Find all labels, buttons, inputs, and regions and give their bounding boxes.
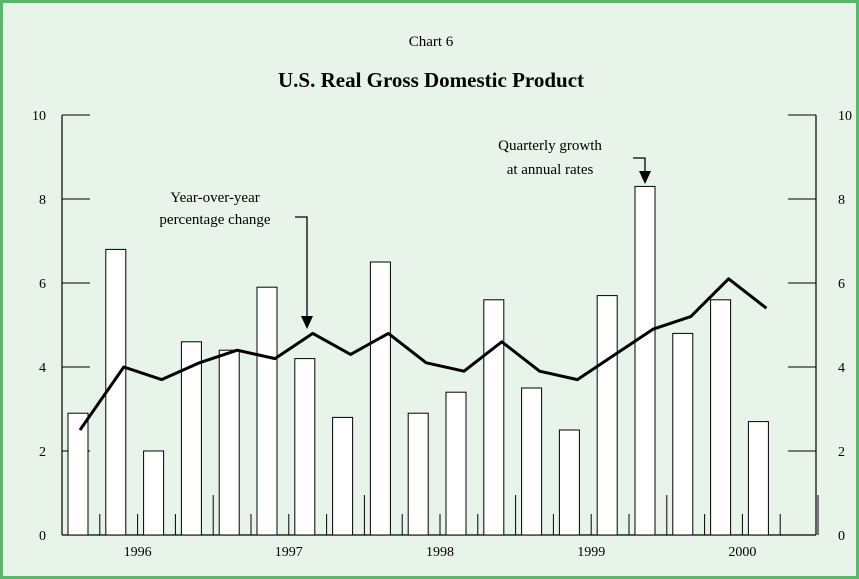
x-year-label: 1996 <box>124 545 152 560</box>
y-tick-label-left: 4 <box>39 361 46 376</box>
y-tick-label-right: 10 <box>838 109 852 124</box>
bar-annotation: Quarterly growth at annual rates <box>498 138 651 184</box>
bar <box>407 412 429 536</box>
x-year-label: 1998 <box>426 545 454 560</box>
bar <box>143 450 165 536</box>
y-tick-label-left: 6 <box>39 277 46 292</box>
line-annotation: Year-over-year percentage change <box>159 190 313 329</box>
bar-annotation-text-2: at annual rates <box>507 162 594 178</box>
bar <box>521 387 543 536</box>
bar <box>369 261 391 536</box>
y-tick-label-left: 10 <box>32 109 46 124</box>
y-tick-label-right: 0 <box>838 529 845 544</box>
y-tick-label-left: 0 <box>39 529 46 544</box>
bar <box>332 416 354 536</box>
bar-annotation-text-1: Quarterly growth <box>498 138 602 154</box>
y-tick-label-right: 4 <box>838 361 845 376</box>
y-tick-label-left: 2 <box>39 445 46 460</box>
bar <box>747 421 769 536</box>
line-annotation-text-2: percentage change <box>159 212 271 228</box>
bar <box>483 299 505 536</box>
chart-title: U.S. Real Gross Domestic Product <box>278 68 584 92</box>
bar <box>596 295 618 536</box>
x-year-label: 2000 <box>728 545 756 560</box>
x-year-label: 1997 <box>275 545 303 560</box>
bar <box>634 185 656 536</box>
line-annotation-arrowhead <box>301 316 313 329</box>
bar <box>105 248 127 536</box>
bar-annotation-leader <box>633 157 646 172</box>
bar <box>558 429 580 536</box>
axes: 0 0 2 2 4 4 6 6 8 8 10 10 1996 1997 1998 1999 2000 <box>32 109 852 560</box>
bar-series <box>67 185 769 536</box>
bar <box>218 349 240 536</box>
bar <box>294 358 316 536</box>
line-annotation-text-1: Year-over-year <box>170 190 260 206</box>
bar <box>672 332 694 536</box>
x-year-label: 1999 <box>577 545 605 560</box>
yoy-line <box>78 277 768 431</box>
y-tick-label-right: 8 <box>838 193 845 208</box>
bar <box>67 412 89 536</box>
y-tick-label-right: 2 <box>838 445 845 460</box>
bar-annotation-arrowhead <box>639 171 651 184</box>
y-tick-label-right: 6 <box>838 277 845 292</box>
y-tick-label-left: 8 <box>39 193 46 208</box>
chart-supertitle: Chart 6 <box>409 34 454 50</box>
bar <box>710 299 732 536</box>
line-annotation-leader <box>295 216 308 318</box>
line-series <box>78 277 768 431</box>
bar <box>180 341 202 536</box>
bar <box>256 286 278 536</box>
bar <box>445 391 467 536</box>
